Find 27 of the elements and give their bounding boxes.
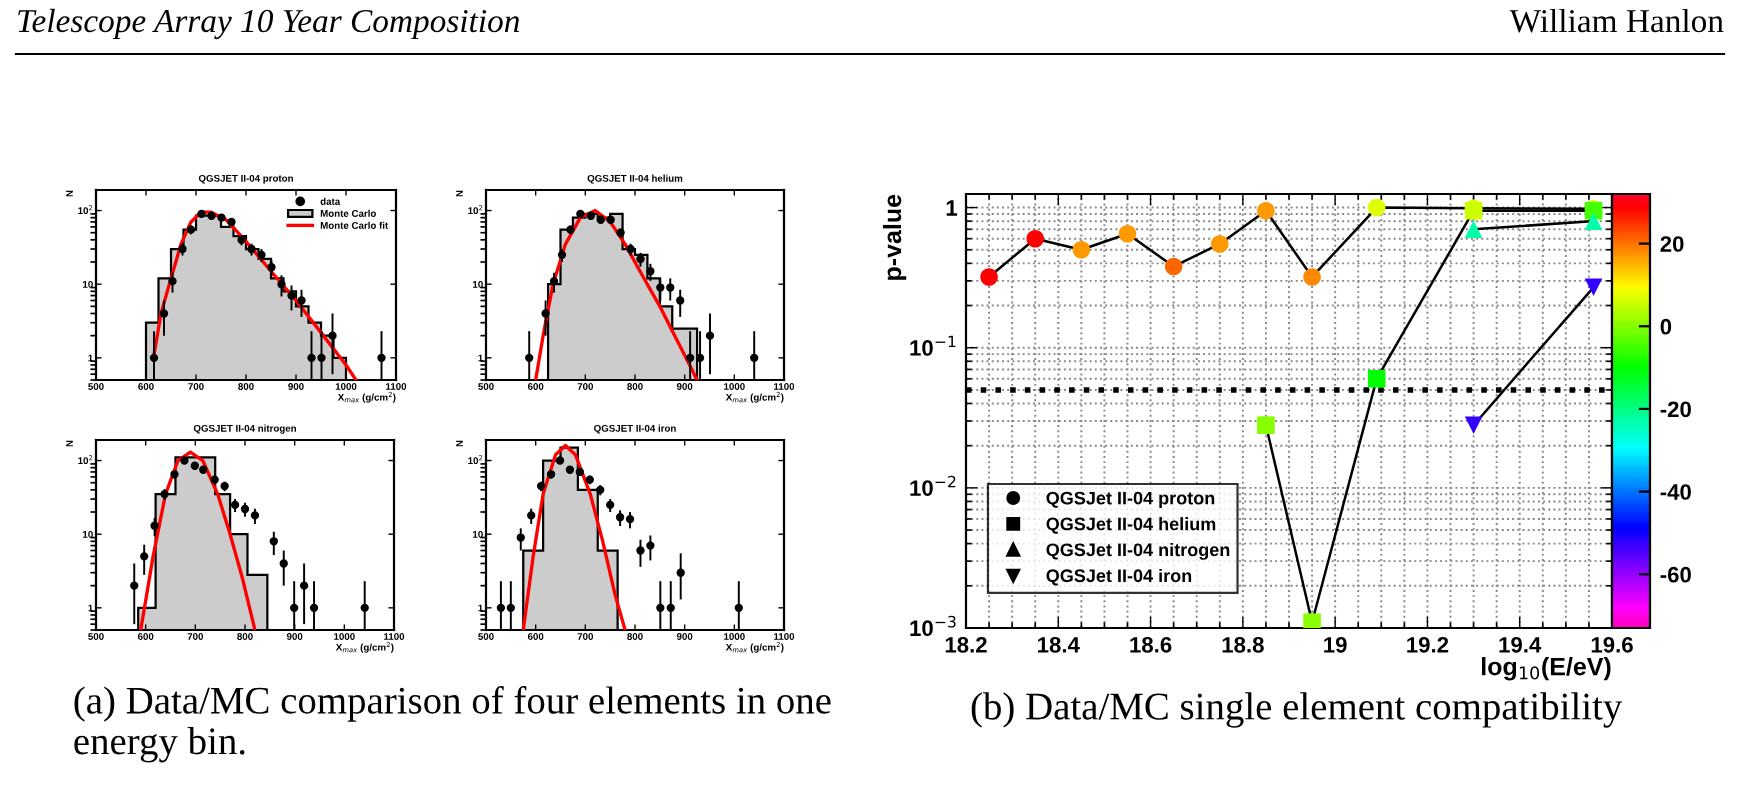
y-tick-label: 1: [946, 200, 958, 216]
x-tick-label: 19.6: [1591, 636, 1633, 653]
text: Telescope Array 10 Year Composition: [18, 8, 520, 40]
legend-label: QGSJet II-04 iron: [1046, 568, 1192, 586]
x-tick-label: 19.4: [1499, 636, 1542, 653]
x-tick-label: 19: [1324, 636, 1347, 653]
color-bar-label: -60: [1660, 566, 1691, 583]
color-bar-label: 0: [1660, 318, 1672, 335]
y-tick-label: 10$^{−1}$: [910, 335, 956, 356]
x-axis-title: log$_{10}$(E/eV): [1482, 657, 1611, 681]
y-axis-title: p-value: [882, 194, 907, 280]
color-bar-label: -40: [1660, 484, 1691, 500]
text: (b) Data/MC single element compatibility: [971, 692, 1623, 728]
x-tick-label: 18.2: [945, 636, 987, 653]
x-tick-label: 19.2: [1407, 636, 1449, 653]
y-tick-label: 10$^{−2}$: [910, 475, 956, 496]
x-tick-label: 18.4: [1038, 636, 1080, 653]
legend-label: QGSJet II-04 proton: [1046, 491, 1215, 509]
y-tick-label: 10$^{−3}$: [910, 615, 956, 637]
text: (a) Data/MC comparison of four elements in one energy bin.: [74, 686, 831, 763]
x-tick-label: 18.8: [1222, 636, 1264, 653]
color-bar-label: -20: [1660, 401, 1691, 418]
legend-label: QGSJet II-04 nitrogen: [1046, 542, 1230, 560]
x-tick-label: 18.6: [1130, 636, 1172, 653]
legend-label: QGSJet II-04 helium: [1046, 517, 1216, 534]
color-bar-label: 20: [1660, 236, 1684, 252]
text: William Hanlon: [1509, 8, 1724, 33]
